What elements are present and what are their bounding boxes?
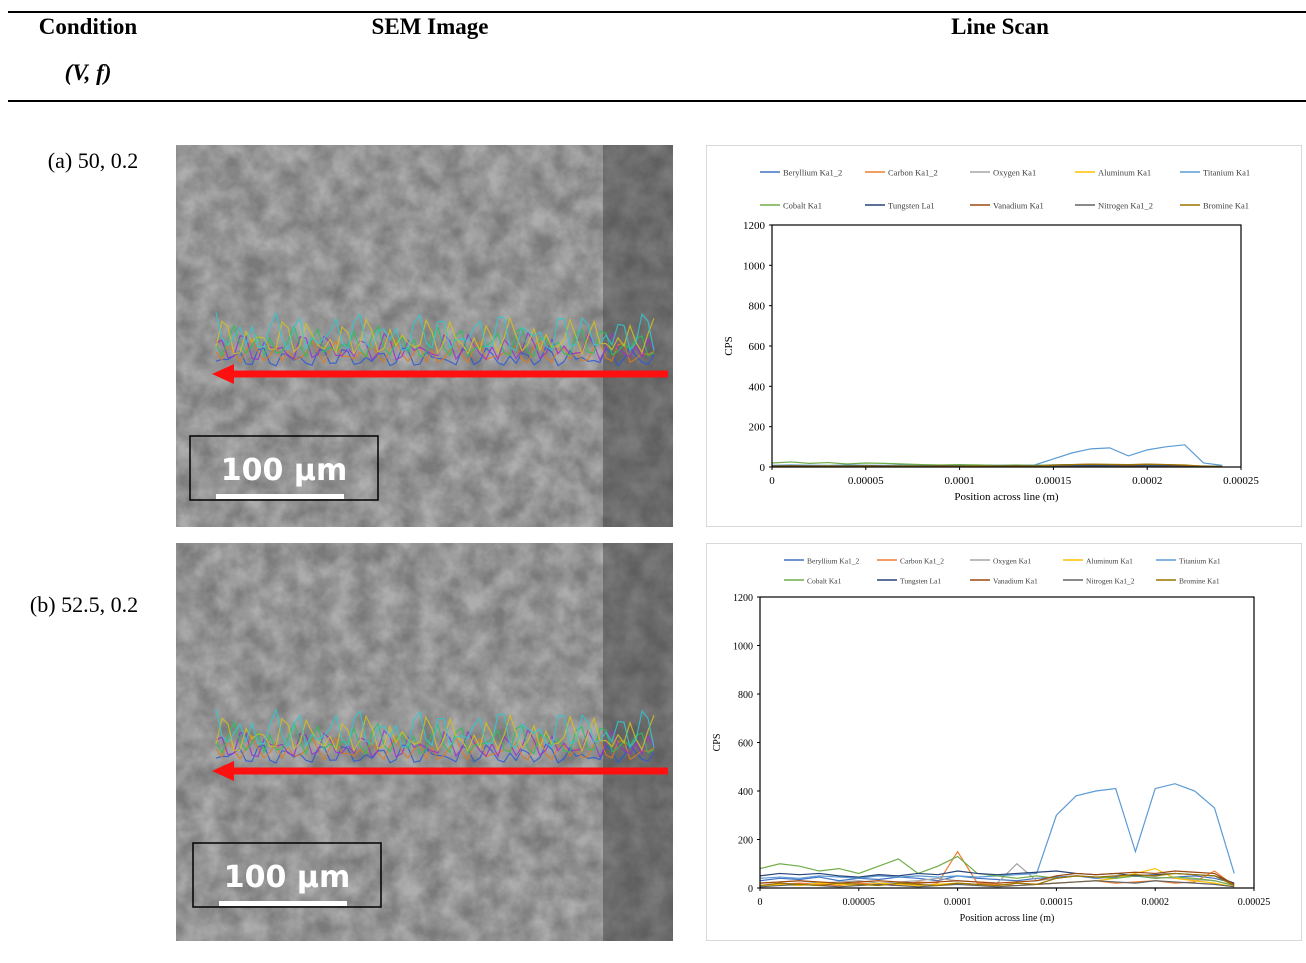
- condition: (b) 52.5, 0.2: [29, 592, 139, 617]
- x-tick-label: 0.00015: [1036, 475, 1072, 487]
- legend-label: Titanium Ka1: [1179, 557, 1221, 566]
- x-tick-label: 0.00025: [1223, 475, 1259, 487]
- scale-box: [189, 435, 379, 501]
- header-condition: Condition: [38, 14, 138, 39]
- y-tick-label: 600: [749, 341, 766, 353]
- x-tick-label: 0: [758, 897, 763, 908]
- legend-label: Carbon Ka1_2: [900, 557, 944, 566]
- legend-label: Oxygen Ka1: [993, 557, 1031, 566]
- x-tick-label: 0.00015: [1040, 897, 1073, 908]
- y-tick-label: 400: [738, 787, 753, 798]
- scale-bar: [216, 494, 344, 499]
- series-line: [759, 855, 1235, 887]
- scan-overlay: [215, 310, 655, 353]
- legend-label: Cobalt Ka1: [783, 201, 822, 211]
- y-axis-label: CPS: [712, 734, 723, 752]
- y-tick-label: 1000: [733, 642, 753, 653]
- scale-box: [192, 842, 382, 908]
- legend-label: Titanium Ka1: [1203, 168, 1250, 178]
- sem-image: 100 µm: [176, 543, 673, 941]
- scale-bar: [219, 901, 347, 906]
- legend-label: Tungsten La1: [888, 201, 935, 211]
- series-line: [759, 880, 1235, 888]
- scan-overlay: [215, 720, 655, 756]
- x-tick-label: 0.00005: [843, 897, 876, 908]
- x-axis-label: Position across line (m): [954, 491, 1059, 503]
- scan-overlay: [215, 707, 655, 750]
- scan-overlay: [215, 713, 655, 753]
- x-tick-label: 0.0001: [944, 475, 974, 487]
- y-tick-label: 0: [748, 884, 753, 895]
- x-tick-label: 0.0001: [944, 897, 972, 908]
- y-tick-label: 1200: [743, 220, 766, 232]
- y-tick-label: 200: [738, 836, 753, 847]
- sem-texture: [176, 543, 673, 941]
- scale-bar-label: 100 µm: [224, 860, 350, 895]
- scan-arrowhead: [212, 761, 234, 781]
- legend-label: Beryllium Ka1_2: [783, 168, 842, 178]
- scan-overlay: [215, 734, 655, 762]
- legend-label: Bromine Ka1: [1203, 201, 1249, 211]
- legend-label: Vanadium Ka1: [993, 201, 1044, 211]
- series-line: [759, 870, 1235, 884]
- plot-frame: [759, 596, 1255, 889]
- legend-label: Vanadium Ka1: [993, 577, 1038, 586]
- header-linescan: Line Scan: [951, 14, 1049, 39]
- y-tick-label: 800: [749, 301, 766, 313]
- x-tick-label: 0.0002: [1132, 475, 1162, 487]
- legend-label: Aluminum Ka1: [1098, 168, 1151, 178]
- sem-image: 100 µm: [176, 145, 673, 527]
- line-scan-chart: Beryllium Ka1_2 Carbon Ka1_2 Oxygen Ka1 Alu…: [706, 145, 1302, 527]
- y-tick-label: 1200: [733, 593, 753, 604]
- plot-frame: [771, 224, 1242, 468]
- y-tick-label: 400: [749, 381, 766, 393]
- legend-label: Oxygen Ka1: [993, 168, 1036, 178]
- x-tick-label: 0.00005: [848, 475, 884, 487]
- y-tick-label: 0: [760, 462, 766, 474]
- legend-label: Bromine Ka1: [1179, 577, 1220, 586]
- series-line: [759, 872, 1235, 887]
- legend-label: Carbon Ka1_2: [888, 168, 938, 178]
- legend-label: Tungsten La1: [900, 577, 941, 586]
- legend-label: Cobalt Ka1: [807, 577, 842, 586]
- scan-overlay: [215, 337, 655, 365]
- header-subheader: (V, f): [64, 60, 112, 85]
- x-tick-label: 0.00025: [1238, 897, 1271, 908]
- y-tick-label: 800: [738, 690, 753, 701]
- legend-label: Aluminum Ka1: [1086, 557, 1133, 566]
- legend-label: Nitrogen Ka1_2: [1086, 577, 1135, 586]
- y-tick-label: 200: [749, 422, 766, 434]
- x-axis-label: Position across line (m): [960, 913, 1055, 924]
- header-rule: [8, 100, 1306, 102]
- scan-arrowhead: [212, 364, 234, 384]
- legend-label: Nitrogen Ka1_2: [1098, 201, 1153, 211]
- scale-bar-label: 100 µm: [221, 453, 347, 488]
- x-tick-label: 0: [769, 475, 775, 487]
- condition: (a) 50, 0.2: [47, 148, 139, 173]
- scan-overlay: [215, 323, 655, 359]
- sem-edge: [603, 145, 673, 527]
- scan-overlay: [215, 316, 655, 356]
- header-sem: SEM Image: [371, 14, 489, 39]
- y-tick-label: 600: [738, 739, 753, 750]
- top-rule: [8, 11, 1306, 13]
- legend-label: Beryllium Ka1_2: [807, 557, 860, 566]
- line-scan-chart: Beryllium Ka1_2 Carbon Ka1_2 Oxygen Ka1 Alu…: [706, 543, 1302, 941]
- series-line: [771, 463, 1223, 468]
- y-axis-label: CPS: [723, 336, 735, 356]
- y-tick-label: 1000: [743, 260, 766, 272]
- x-tick-label: 0.0002: [1141, 897, 1169, 908]
